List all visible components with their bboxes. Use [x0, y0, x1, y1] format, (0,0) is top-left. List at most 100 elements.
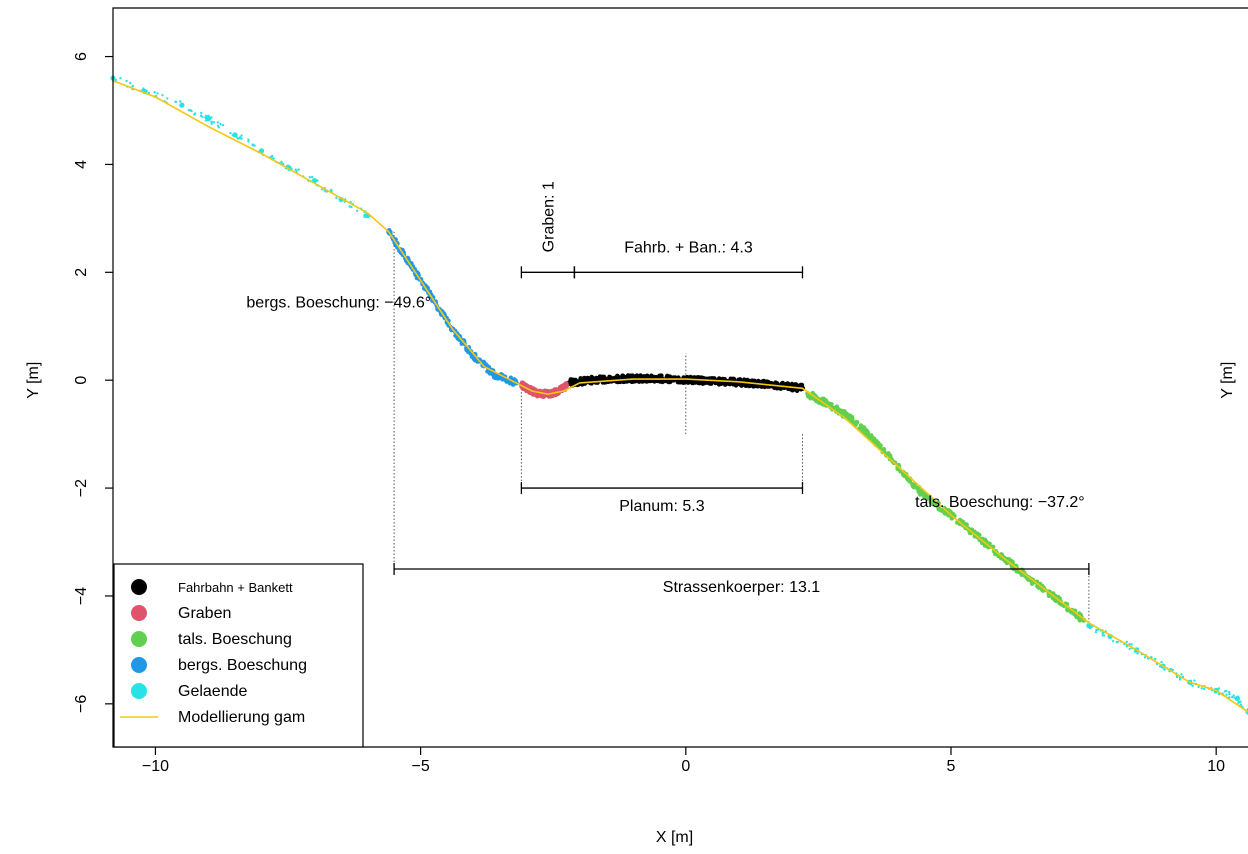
data-point	[504, 379, 509, 384]
data-point	[1101, 631, 1104, 635]
data-point	[153, 91, 156, 94]
data-point	[119, 77, 122, 80]
data-point	[1143, 656, 1147, 659]
data-point	[1125, 640, 1128, 644]
data-point	[308, 176, 311, 179]
data-point	[938, 508, 943, 513]
y-axis-label-right: Y [m]	[1219, 362, 1236, 399]
data-point	[1154, 657, 1157, 661]
data-point	[1102, 634, 1106, 637]
data-point	[1225, 689, 1228, 693]
data-point	[907, 478, 913, 484]
data-point	[1046, 593, 1052, 598]
data-point	[1115, 641, 1119, 644]
data-point	[500, 377, 505, 382]
y-tick-label: 4	[73, 160, 90, 169]
legend-swatch	[131, 683, 147, 699]
data-point	[872, 437, 877, 442]
data-point	[594, 375, 599, 381]
data-point	[1163, 668, 1166, 671]
plot-frame	[112, 7, 1248, 748]
data-point	[216, 124, 220, 128]
data-point	[1228, 692, 1231, 696]
legend-swatch	[131, 579, 147, 595]
data-point	[239, 136, 242, 139]
x-tick-label: 5	[947, 758, 956, 775]
data-point	[161, 94, 164, 97]
data-point	[1228, 690, 1231, 694]
data-point	[1096, 628, 1100, 632]
data-point	[216, 121, 219, 124]
data-point	[129, 81, 132, 85]
data-point	[212, 121, 215, 124]
data-point	[229, 131, 232, 135]
data-point	[1125, 645, 1129, 648]
x-tick-label: 0	[681, 758, 690, 775]
axes: −10 −5 0 5 10 −6 −4 −2 0 2 4 6 X [m] Y [m] Y [m]	[25, 7, 1248, 846]
data-point	[1094, 631, 1098, 634]
data-point	[131, 84, 134, 88]
y-tick-label: 0	[73, 376, 90, 385]
data-point	[865, 430, 870, 435]
data-point	[205, 114, 208, 118]
data-point	[615, 373, 620, 378]
data-point	[762, 379, 768, 385]
data-point	[569, 377, 574, 382]
data-point	[1178, 678, 1182, 681]
data-point	[219, 122, 222, 126]
data-point	[1197, 685, 1200, 689]
data-point	[1191, 684, 1194, 687]
y-tick-label: −6	[73, 695, 90, 713]
data-point	[786, 382, 792, 387]
legend: Fahrbahn + Bankett Graben tals. Boeschung b…	[113, 563, 364, 748]
legend-entry-tals-boeschung: tals. Boeschung	[178, 631, 292, 648]
data-point	[1076, 616, 1082, 621]
data-point	[1225, 693, 1228, 696]
data-point	[356, 209, 359, 212]
data-point	[311, 175, 314, 179]
annotation-label: tals. Boeschung: −37.2°	[915, 494, 1085, 511]
data-point	[179, 102, 185, 108]
data-point	[542, 393, 547, 399]
annotation-label: Planum: 5.3	[619, 498, 704, 515]
data-point	[481, 359, 487, 365]
data-point	[1175, 675, 1179, 679]
data-point	[921, 493, 928, 499]
y-tick-label: −4	[73, 587, 90, 605]
data-point	[644, 373, 650, 378]
data-point	[294, 168, 297, 171]
data-point	[1193, 679, 1196, 682]
data-point	[559, 384, 564, 389]
data-point	[247, 140, 250, 143]
data-point	[881, 447, 887, 452]
data-point	[190, 109, 193, 113]
data-point	[1171, 668, 1175, 671]
series-line-modellierung-gam	[112, 80, 1248, 713]
vertical-guides	[393, 231, 1090, 623]
data-point	[1203, 687, 1206, 691]
data-point	[658, 373, 663, 379]
x-axis-label: X [m]	[656, 829, 693, 846]
data-point	[125, 79, 128, 83]
legend-swatch	[131, 657, 147, 673]
data-point	[280, 160, 283, 164]
data-point	[772, 385, 777, 391]
data-point	[847, 415, 853, 421]
data-point	[563, 383, 570, 389]
data-point	[601, 376, 607, 382]
data-point	[348, 205, 351, 208]
data-point	[1239, 703, 1243, 706]
data-point	[297, 168, 300, 171]
data-point	[821, 396, 826, 401]
data-point	[253, 144, 256, 147]
data-point	[982, 537, 988, 542]
x-tick-label: 10	[1207, 758, 1225, 775]
data-point	[1128, 647, 1131, 651]
data-point	[1231, 696, 1234, 699]
data-point	[193, 113, 196, 116]
data-point	[210, 120, 213, 124]
data-point	[271, 154, 274, 158]
data-point	[1232, 694, 1235, 697]
data-point	[841, 409, 846, 414]
